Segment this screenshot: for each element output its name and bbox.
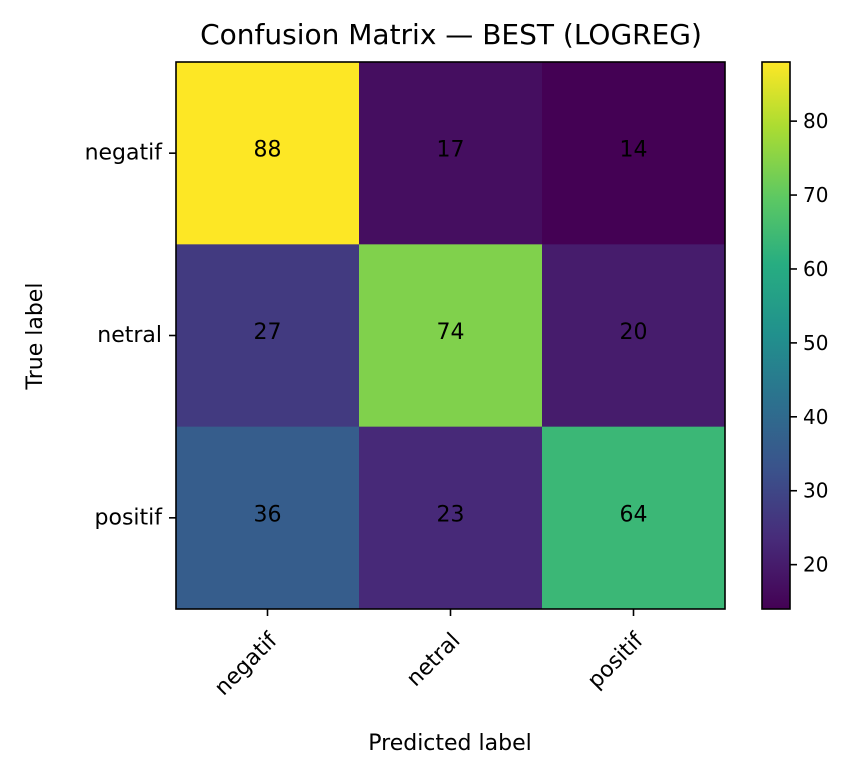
cell-value-label: 64 xyxy=(620,502,648,527)
heatmap-cell xyxy=(176,244,360,428)
colorbar-tick-label: 80 xyxy=(803,109,828,133)
x-tick-label: negatif xyxy=(210,627,283,700)
colorbar-tick-label: 40 xyxy=(803,405,828,429)
heatmap-cell xyxy=(359,244,543,428)
y-tick-label: positif xyxy=(95,505,164,530)
heatmap-cell xyxy=(176,62,360,245)
heatmap-cell xyxy=(176,426,360,610)
cell-value-label: 23 xyxy=(437,502,465,527)
colorbar-ticks: 20 30 40 50 60 70 80 xyxy=(790,109,828,577)
cell-value-label: 20 xyxy=(620,320,648,345)
y-tick-label: negatif xyxy=(85,141,164,166)
x-axis-ticks: negatif netral positif xyxy=(210,609,649,701)
heatmap-cells xyxy=(176,62,726,610)
heatmap-cell xyxy=(542,244,726,428)
y-tick-label: netral xyxy=(97,323,162,348)
colorbar-frame xyxy=(761,61,791,610)
cell-value-label: 88 xyxy=(254,138,282,163)
cell-value-label: 14 xyxy=(620,138,648,163)
heatmap-cell-labels: 88 17 14 27 74 20 36 23 64 xyxy=(254,138,648,528)
chart-title: Confusion Matrix — BEST (LOGREG) xyxy=(200,18,702,51)
colorbar-gradient xyxy=(762,62,790,609)
heatmap-cell xyxy=(359,426,543,610)
x-tick-label: positif xyxy=(583,627,649,693)
colorbar-tick-label: 30 xyxy=(803,479,828,503)
heatmap-cell xyxy=(542,62,726,245)
y-axis-label: True label xyxy=(23,283,48,391)
cell-value-label: 36 xyxy=(254,502,282,527)
colorbar-tick-label: 70 xyxy=(803,183,828,207)
heatmap-cell xyxy=(542,426,726,610)
y-axis-ticks: negatif netral positif xyxy=(85,141,176,530)
heatmap-cell xyxy=(359,62,543,245)
cell-value-label: 17 xyxy=(437,138,465,163)
cell-value-label: 74 xyxy=(437,320,465,345)
x-axis-label: Predicted label xyxy=(368,731,531,756)
colorbar-tick-label: 20 xyxy=(803,553,828,577)
x-tick-label: netral xyxy=(402,628,465,691)
colorbar-tick-label: 60 xyxy=(803,257,828,281)
cell-value-label: 27 xyxy=(254,320,282,345)
colorbar-tick-label: 50 xyxy=(803,331,828,355)
colorbar: 20 30 40 50 60 70 80 xyxy=(761,61,828,610)
